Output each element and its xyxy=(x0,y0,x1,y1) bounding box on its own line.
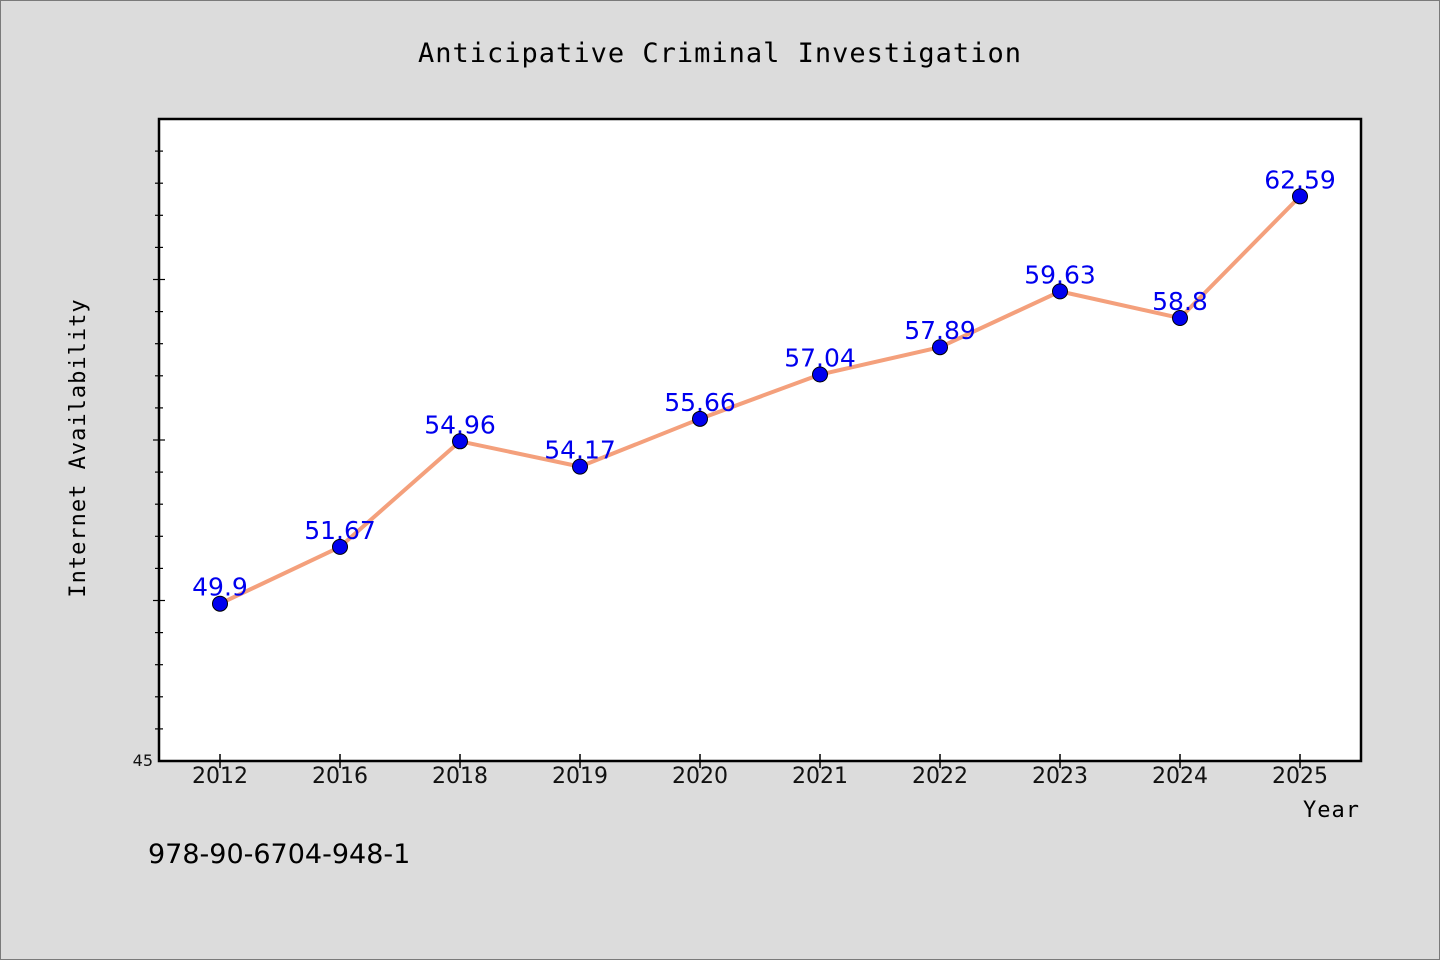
y-tick-label-min: 45 xyxy=(133,751,153,770)
x-tick-label: 2019 xyxy=(552,764,608,789)
x-tick-label: 2016 xyxy=(312,764,368,789)
x-tick-labels: 2012 2016 2018 2019 2020 2021 2022 2023 2024 2025 xyxy=(192,764,1328,789)
data-label: 54.96 xyxy=(424,410,496,439)
x-tick-label: 2025 xyxy=(1272,764,1328,789)
data-label: 62.59 xyxy=(1264,165,1336,194)
data-label: 49.9 xyxy=(192,573,248,602)
data-point xyxy=(332,538,348,555)
data-label: 57.04 xyxy=(784,344,856,373)
x-tick-label: 2023 xyxy=(1032,764,1088,789)
data-labels: 49.9 51.67 54.96 54.17 55.66 57.04 57.89 59.63 5… xyxy=(192,165,1336,601)
x-axis-ticks xyxy=(219,754,1301,768)
data-point xyxy=(572,458,588,475)
data-label: 59.63 xyxy=(1024,260,1096,289)
y-axis-ticks xyxy=(153,150,165,730)
data-point xyxy=(932,339,948,356)
series-markers xyxy=(212,188,1308,612)
y-axis-label: Internet Availability xyxy=(66,298,91,597)
x-tick-label: 2022 xyxy=(912,764,968,789)
data-point xyxy=(812,366,828,383)
data-label: 58.8 xyxy=(1152,287,1208,316)
x-axis-label: Year xyxy=(1303,798,1360,823)
data-point xyxy=(212,595,228,612)
data-label: 57.89 xyxy=(904,316,976,345)
x-tick-label: 2020 xyxy=(672,764,728,789)
x-tick-label: 2021 xyxy=(792,764,848,789)
data-label: 54.17 xyxy=(544,436,616,465)
data-point xyxy=(1052,283,1068,300)
data-label: 55.66 xyxy=(664,388,736,417)
x-tick-label: 2024 xyxy=(1152,764,1208,789)
plot-area xyxy=(157,117,1363,763)
data-point xyxy=(452,433,468,450)
isbn-text: 978-90-6704-948-1 xyxy=(148,839,410,870)
x-tick-label: 2018 xyxy=(432,764,488,789)
data-point xyxy=(1292,188,1308,205)
data-point xyxy=(1172,310,1188,327)
series-line xyxy=(218,194,1302,606)
data-label: 51.67 xyxy=(304,516,376,545)
x-tick-label: 2012 xyxy=(192,764,248,789)
data-point xyxy=(692,410,708,427)
chart-title: Anticipative Criminal Investigation xyxy=(418,38,1022,69)
